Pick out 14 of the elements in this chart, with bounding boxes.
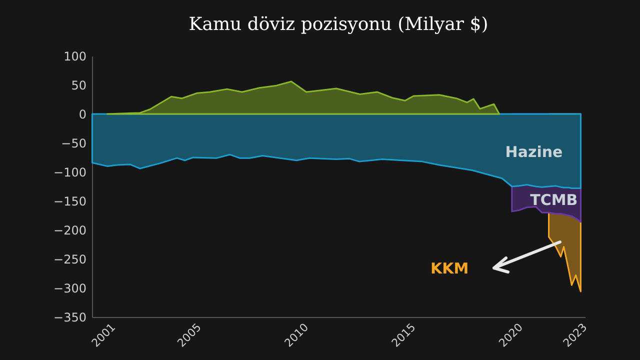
- y-tick-label: −350: [54, 310, 86, 324]
- y-tick-label: −250: [54, 252, 86, 266]
- y-tick-label: −100: [54, 166, 86, 180]
- chart-title: Kamu döviz pozisyonu (Milyar $): [188, 14, 488, 35]
- y-tick-label: 0: [78, 108, 86, 122]
- series-label: TCMB: [530, 190, 578, 209]
- y-tick-label: −300: [54, 282, 86, 296]
- y-tick-label: −150: [54, 194, 86, 208]
- y-tick-label: 100: [64, 50, 86, 64]
- y-tick-label: −200: [54, 224, 86, 238]
- y-tick-label: −50: [61, 136, 86, 150]
- series-label: Hazine: [505, 143, 563, 162]
- text: KKM: [430, 259, 469, 278]
- y-tick-label: 50: [71, 78, 86, 92]
